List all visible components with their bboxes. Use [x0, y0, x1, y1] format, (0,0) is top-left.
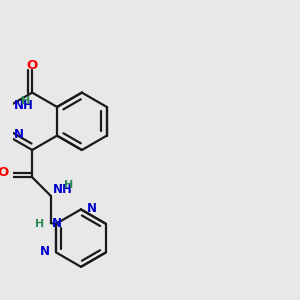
Text: H: H — [35, 219, 44, 229]
Text: O: O — [27, 59, 38, 72]
Text: O: O — [0, 167, 8, 179]
Text: N: N — [40, 245, 50, 258]
Text: N: N — [87, 202, 97, 215]
Text: N: N — [52, 217, 62, 230]
Text: NH: NH — [14, 99, 34, 112]
Text: H: H — [21, 96, 31, 106]
Text: N: N — [14, 128, 24, 141]
Text: H: H — [64, 180, 73, 190]
Text: NH: NH — [53, 183, 73, 196]
